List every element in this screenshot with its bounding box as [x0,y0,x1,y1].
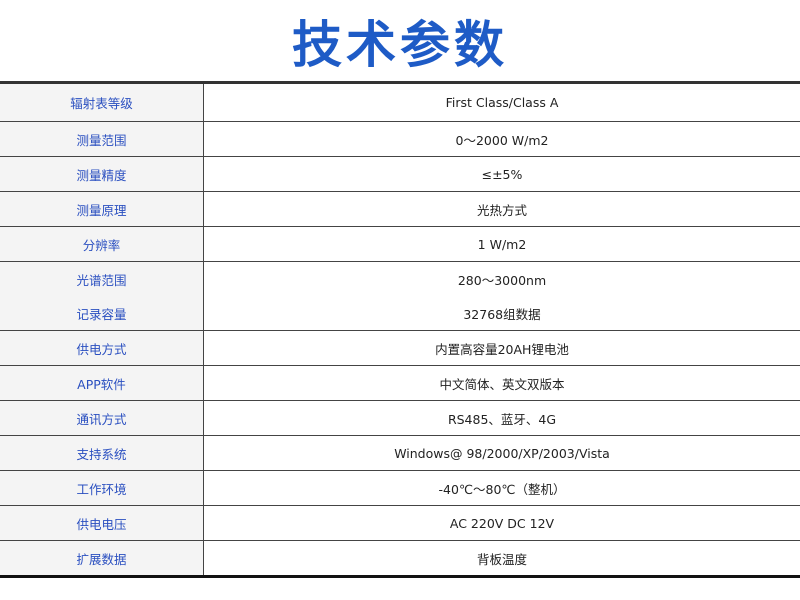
spec-value: 280～3000nm [203,261,800,296]
spec-label: 通讯方式 [0,400,204,436]
spec-label: APP软件 [0,365,204,401]
spec-label: 测量范围 [0,121,204,157]
table-row: 测量范围 0～2000 W/m2 [0,121,800,157]
spec-value: 1 W/m2 [203,226,800,262]
spec-label: 扩展数据 [0,540,204,577]
table-row: 记录容量 32768组数据 [0,296,800,331]
table-row: 供电电压 AC 220V DC 12V [0,505,800,541]
spec-value: First Class/Class A [445,95,559,110]
table-row: 支持系统 Windows@ 98/2000/XP/2003/Vista [0,435,800,471]
table-row: 供电方式 内置高容量20AH锂电池 [0,330,800,366]
spec-value: 32768组数据 [463,306,541,322]
table-row: 辐射表等级 First Class/Class A [0,82,800,122]
table-row: 通讯方式 RS485、蓝牙、4G [0,400,800,436]
table-row: APP软件 中文简体、英文双版本 [0,365,800,401]
spec-label: 光谱范围 [0,261,204,296]
table-row: 光谱范围 280～3000nm [0,261,800,296]
page-title: 技术参数 [292,16,508,74]
table-row: 工作环境 -40℃～80℃（整机） [0,470,800,506]
spec-label: 支持系统 [0,435,204,471]
table-row: 分辨率 1 W/m2 [0,226,800,262]
spec-table: 辐射表等级 First Class/Class A 测量范围 0～2000 W/m2 测… [0,81,800,578]
table-row: 测量精度 ≤±5% [0,156,800,192]
spec-value: 0～2000 W/m2 [203,121,800,157]
spec-value: Windows@ 98/2000/XP/2003/Vista [203,435,800,471]
spec-label: 测量精度 [0,156,204,192]
spec-label: 分辨率 [0,226,204,262]
spec-value: 中文简体、英文双版本 [203,365,800,401]
table-row: 扩展数据 背板温度 [0,540,800,577]
spec-value: 光热方式 [203,191,800,227]
spec-value: -40℃～80℃（整机） [203,470,800,506]
spec-value: RS485、蓝牙、4G [203,400,800,436]
spec-value: ≤±5% [203,156,800,192]
spec-value: AC 220V DC 12V [203,505,800,541]
spec-label: 辐射表等级 [0,82,204,122]
spec-label: 记录容量 [0,296,204,331]
spec-value: 背板温度 [203,540,800,577]
spec-value: 内置高容量20AH锂电池 [203,330,800,366]
spec-label: 供电电压 [0,505,204,541]
spec-label: 测量原理 [0,191,204,227]
table-row: 测量原理 光热方式 [0,191,800,227]
spec-label: 工作环境 [0,470,204,506]
spec-label: 供电方式 [0,330,204,366]
